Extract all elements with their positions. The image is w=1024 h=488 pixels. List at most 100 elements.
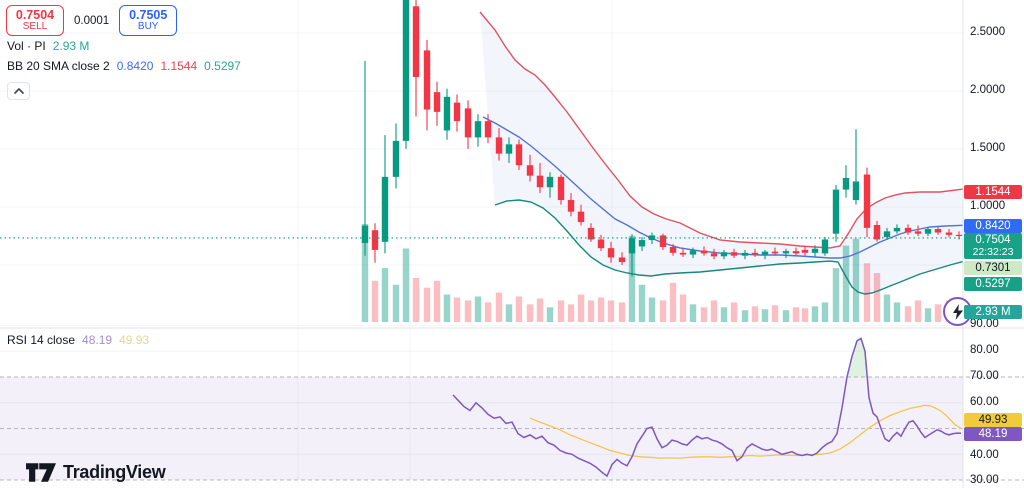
candle-body (453, 102, 461, 122)
volume-bar (638, 284, 646, 322)
candle-body (607, 248, 615, 258)
candle-body (505, 144, 513, 154)
volume-bar (934, 304, 942, 322)
volume-bar (801, 308, 809, 322)
rsi-axis-label: 90.00 (970, 318, 999, 330)
volume-bar (893, 302, 901, 322)
rsi-legend-title: RSI 14 close (7, 333, 76, 347)
candle-body (873, 224, 881, 240)
rsi-ma-value: 49.93 (119, 333, 150, 347)
volume-bar (842, 245, 850, 322)
volume-bar (536, 298, 544, 322)
volume-bar (618, 302, 626, 322)
price-tag: 0.8420 (964, 219, 1022, 233)
candle-body (546, 176, 554, 188)
candle-body (741, 252, 749, 256)
candle-body (842, 178, 850, 190)
volume-bar (557, 300, 565, 322)
volume-bar (587, 300, 595, 322)
candle-body (597, 239, 605, 249)
tradingview-logo-icon (26, 463, 56, 482)
volume-bar (821, 302, 829, 322)
candle-body (526, 165, 534, 176)
candle-body (659, 235, 667, 248)
price-tag: 2.93 M (964, 305, 1022, 319)
spread-value: 0.0001 (74, 14, 110, 27)
candle-body (587, 227, 595, 240)
candle-body (955, 234, 963, 237)
candle-body (412, 6, 420, 78)
volume-bar (443, 294, 451, 322)
rsi-overbought-fill (847, 338, 868, 377)
rsi-axis-label: 60.00 (970, 396, 999, 408)
volume-bar (546, 307, 554, 322)
volume-bar (792, 307, 800, 322)
volume-legend[interactable]: Vol · PI 2.93 M (7, 39, 89, 53)
candle-body (371, 230, 379, 250)
candle-body (628, 238, 636, 254)
volume-bar (474, 296, 482, 322)
candle-body (811, 248, 819, 253)
volume-bar (832, 268, 840, 322)
candle-body (801, 249, 809, 253)
volume-bar (669, 282, 677, 322)
candle-body (618, 257, 626, 263)
candle-body (924, 229, 932, 234)
volume-bar (811, 306, 819, 322)
candle-body (443, 96, 451, 131)
price-tag: 0.7504 22:32:23 (964, 233, 1022, 260)
bb-legend-title: BB 20 SMA close 2 (7, 59, 110, 73)
candle-body (361, 225, 369, 243)
volume-bar (628, 235, 636, 322)
sell-button[interactable]: 0.7504 SELL (6, 5, 64, 36)
candle-body (464, 108, 472, 138)
candle-body (423, 50, 431, 110)
rsi-legend[interactable]: RSI 14 close 48.19 49.93 (7, 333, 149, 347)
rsi-ma-line (529, 404, 962, 459)
volume-bar (453, 297, 461, 322)
volume-bar (730, 302, 738, 322)
bb-fill (480, 12, 963, 294)
volume-bar (515, 296, 523, 322)
price-tag: 0.7301 (964, 261, 1022, 275)
candle-body (904, 227, 912, 233)
candle-body (474, 121, 482, 138)
volume-bar (904, 306, 912, 322)
collapse-indicators-button[interactable] (7, 82, 30, 100)
buy-button[interactable]: 0.7505 BUY (119, 5, 178, 36)
volume-bar (412, 277, 420, 322)
volume-bar (659, 300, 667, 322)
volume-bar (484, 302, 492, 322)
volume-bar (577, 294, 585, 322)
rsi-axis-label: 40.00 (970, 449, 999, 461)
volume-bar (361, 224, 369, 322)
candle-body (832, 189, 840, 234)
volume-bar (392, 284, 400, 322)
candle-body (484, 121, 492, 138)
candle-body (852, 181, 860, 201)
candle-body (914, 231, 922, 234)
volume-bar (720, 307, 728, 322)
price-axis-label: 1.0000 (970, 200, 1006, 212)
bb-basis-value: 0.8420 (116, 59, 154, 73)
candle-body (782, 251, 790, 254)
price-tag: 1.1544 (964, 185, 1022, 199)
candle-body (433, 92, 441, 112)
bb-lower-value: 0.5297 (204, 59, 241, 73)
tradingview-logo[interactable]: TradingView (26, 462, 166, 483)
countdown-timer: 22:32:23 (972, 246, 1014, 258)
volume-bar (751, 306, 759, 322)
bb-legend[interactable]: BB 20 SMA close 2 0.8420 1.1544 0.5297 (7, 59, 241, 73)
candle-body (893, 227, 901, 232)
volume-bar (495, 292, 503, 322)
candle-body (679, 252, 687, 255)
volume-bar (402, 248, 410, 322)
candle-body (536, 175, 544, 188)
volume-bar (371, 280, 379, 322)
bb-basis-line (482, 116, 964, 259)
buy-price: 0.7505 (129, 7, 168, 22)
rsi-band-fill (0, 377, 963, 480)
volume-bar (924, 308, 932, 322)
